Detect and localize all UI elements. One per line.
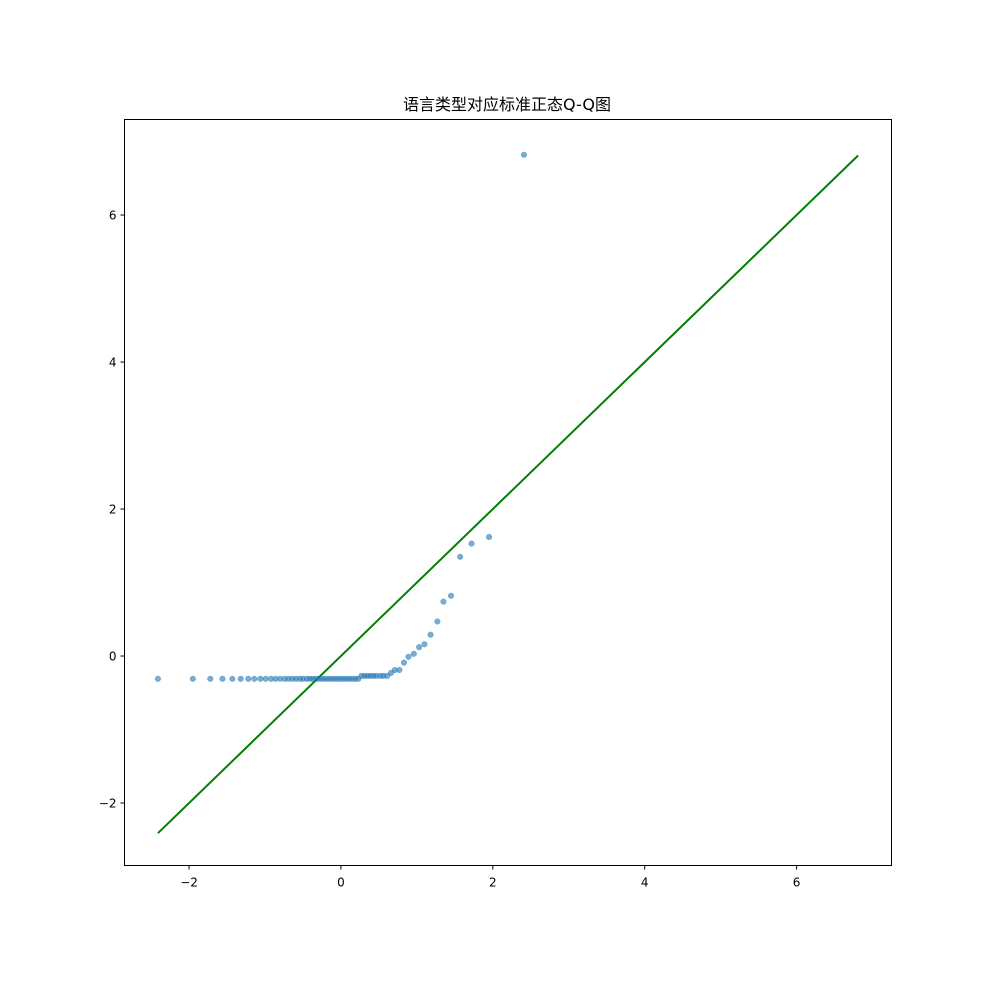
x-tick-label: 4 [641, 876, 649, 890]
data-point [421, 641, 428, 648]
data-point [237, 675, 244, 682]
x-tick-label: 6 [793, 876, 801, 890]
data-point [416, 644, 423, 651]
data-point [447, 592, 455, 599]
x-tick-label: −2 [180, 876, 198, 890]
data-point [427, 631, 434, 638]
y-tick-label: 6 [109, 209, 117, 223]
y-tick-label: 4 [109, 356, 117, 370]
data-point [410, 650, 417, 657]
y-tick-label: 0 [109, 650, 117, 664]
y-tick-label: −2 [99, 797, 117, 811]
data-point [154, 675, 161, 682]
x-tick-label: 0 [337, 876, 345, 890]
data-point [262, 675, 269, 682]
data-point [396, 666, 403, 674]
data-point [520, 151, 527, 158]
data-point [257, 675, 264, 682]
data-point [468, 540, 475, 547]
data-point [251, 675, 258, 682]
data-point [207, 675, 214, 682]
data-point [405, 653, 412, 660]
plot-area [154, 151, 859, 834]
axis-ticks: −2 0 2 4 6 −2 0 2 4 6 [99, 209, 801, 890]
data-point [434, 618, 441, 625]
axes-frame [124, 119, 892, 866]
data-point [457, 553, 464, 560]
data-point [189, 675, 196, 682]
y-tick-label: 2 [109, 503, 117, 517]
data-point [219, 675, 226, 682]
reference-line [157, 154, 859, 834]
data-point [400, 659, 408, 666]
data-point [245, 675, 252, 682]
data-point [229, 675, 236, 682]
chart-title: 语言类型对应标准正态Q-Q图 [403, 95, 611, 114]
data-point [440, 598, 447, 605]
data-point [485, 533, 493, 541]
x-tick-label: 2 [489, 876, 497, 890]
